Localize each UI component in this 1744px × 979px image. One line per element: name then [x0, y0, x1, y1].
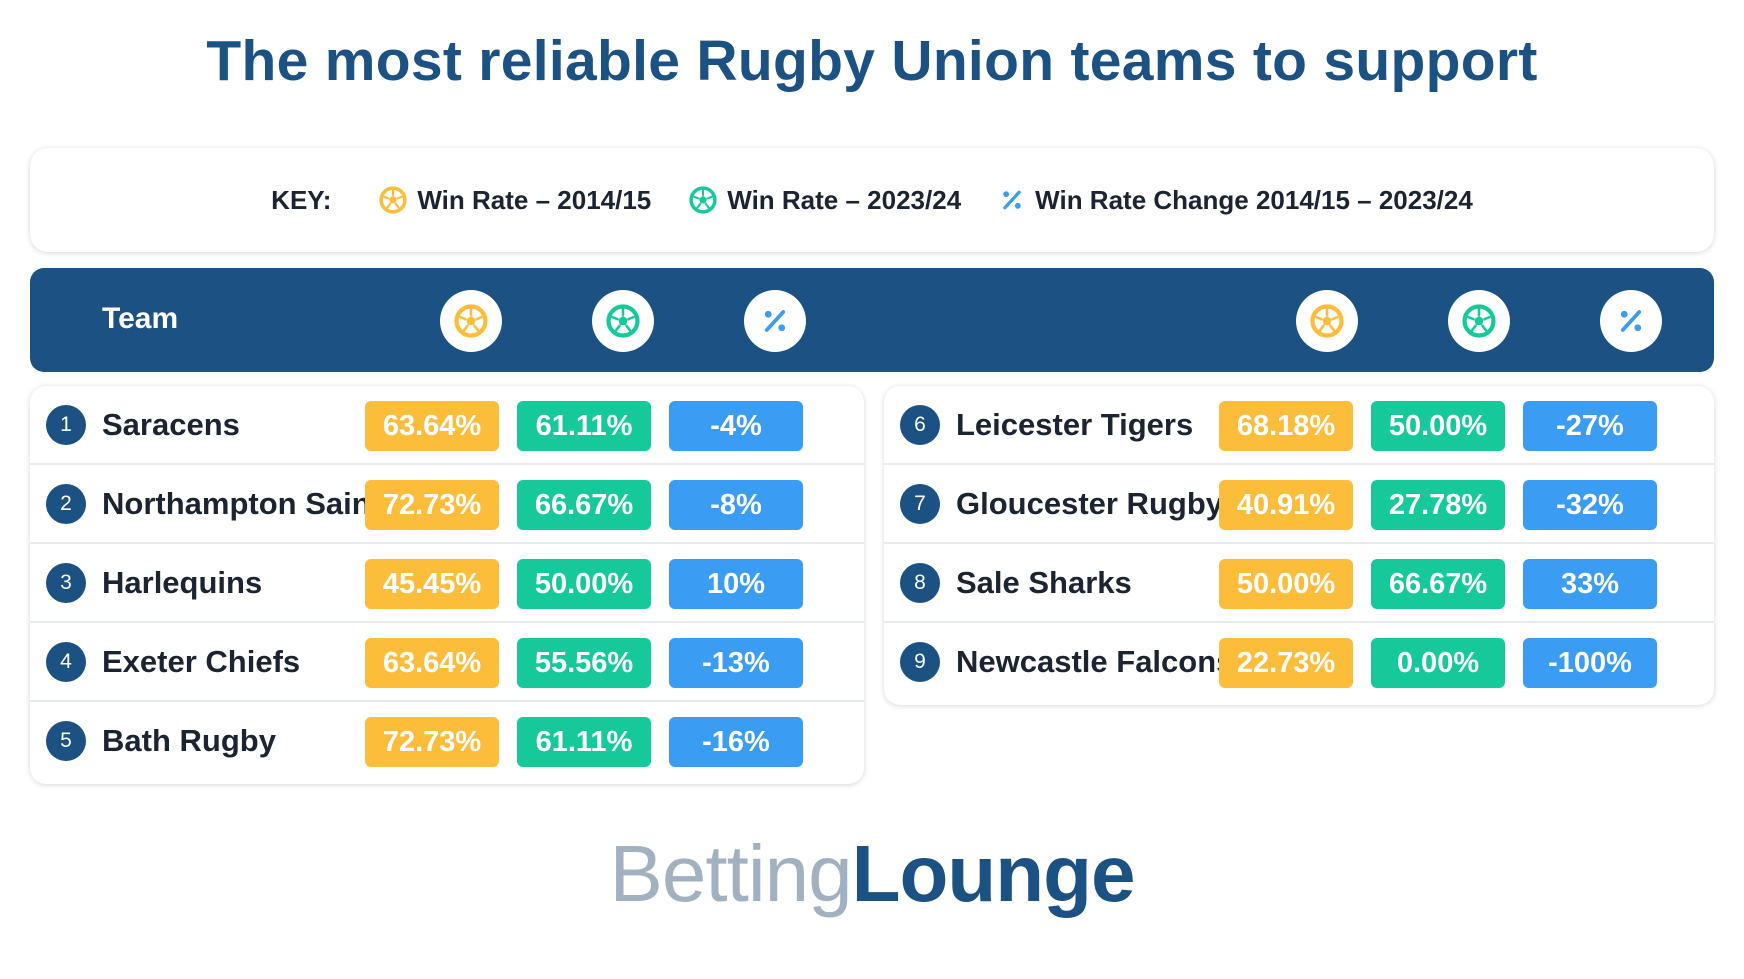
win-rate-2014-value: 63.64%	[365, 638, 499, 688]
rank-badge: 6	[900, 405, 940, 445]
win-rate-2014-value: 72.73%	[365, 717, 499, 767]
team-name: Bath Rugby	[102, 723, 276, 758]
table-panel-left: 1 Saracens 63.64% 61.11% -4% 2 Northampton Sai…	[30, 386, 864, 784]
legend: KEY: Win Rate – 2014/15 Win Rate – 2023/…	[30, 148, 1714, 252]
column-header-win-rate-2014	[440, 290, 502, 352]
yellow-football-icon	[1310, 304, 1344, 338]
column-header-win-rate-2023	[592, 290, 654, 352]
team-name: Northampton Saints	[102, 486, 399, 521]
table-row: 2 Northampton Saints 72.73% 66.67% -8%	[30, 465, 864, 544]
win-rate-2014-value: 40.91%	[1219, 480, 1353, 530]
brand-logo: BettingLounge	[0, 828, 1744, 920]
win-rate-2023-value: 66.67%	[517, 480, 651, 530]
legend-item-win-rate-2023: Win Rate – 2023/24	[689, 185, 961, 216]
team-name: Leicester Tigers	[956, 407, 1194, 442]
win-rate-2023-value: 0.00%	[1371, 638, 1505, 688]
rank-badge: 2	[46, 484, 86, 524]
team-name: Sale Sharks	[956, 565, 1132, 600]
table-row: 8 Sale Sharks 50.00% 66.67% 33%	[884, 544, 1714, 623]
yellow-football-icon	[379, 186, 408, 214]
green-football-icon	[606, 304, 640, 338]
legend-item-win-rate-change: Win Rate Change 2014/15 – 2023/24	[999, 185, 1473, 216]
win-rate-2014-value: 72.73%	[365, 480, 499, 530]
percent-icon	[999, 187, 1025, 213]
legend-item-label: Win Rate Change 2014/15 – 2023/24	[1035, 184, 1473, 215]
percent-icon	[1616, 306, 1646, 336]
page-title: The most reliable Rugby Union teams to s…	[206, 29, 1538, 93]
rank-badge: 1	[46, 405, 86, 445]
logo-text-betting: Betting	[609, 829, 853, 918]
win-rate-change-value: -4%	[669, 401, 803, 451]
rank-badge: 5	[46, 721, 86, 761]
win-rate-2014-value: 68.18%	[1219, 401, 1353, 451]
legend-item-label: Win Rate – 2014/15	[417, 184, 652, 215]
legend-item-label: Win Rate – 2023/24	[727, 184, 962, 215]
logo-text-lounge: Lounge	[851, 829, 1136, 918]
rank-badge: 3	[46, 563, 86, 603]
team-name: Harlequins	[102, 565, 263, 600]
table-row: 3 Harlequins 45.45% 50.00% 10%	[30, 544, 864, 623]
table-panel-right: 6 Leicester Tigers 68.18% 50.00% -27% 7 Glouce…	[884, 386, 1714, 705]
rank-badge: 8	[900, 563, 940, 603]
table-row: 7 Gloucester Rugby 40.91% 27.78% -32%	[884, 465, 1714, 544]
win-rate-change-value: -32%	[1523, 480, 1657, 530]
win-rate-2014-value: 45.45%	[365, 559, 499, 609]
column-header-change	[1600, 290, 1662, 352]
win-rate-2023-value: 55.56%	[517, 638, 651, 688]
green-football-icon	[689, 186, 717, 214]
percent-icon	[760, 306, 790, 336]
legend-label: KEY:	[271, 184, 332, 215]
legend-item-win-rate-2014: Win Rate – 2014/15	[379, 185, 651, 216]
table-row: 5 Bath Rugby 72.73% 61.11% -16%	[30, 702, 864, 781]
column-header-team: Team	[102, 302, 179, 335]
win-rate-2014-value: 22.73%	[1219, 638, 1353, 688]
team-name: Exeter Chiefs	[102, 644, 301, 679]
win-rate-change-value: 10%	[669, 559, 803, 609]
win-rate-change-value: -8%	[669, 480, 803, 530]
win-rate-2023-value: 50.00%	[1371, 401, 1505, 451]
win-rate-change-value: 33%	[1523, 559, 1657, 609]
table-row: 1 Saracens 63.64% 61.11% -4%	[30, 386, 864, 465]
rank-badge: 4	[46, 642, 86, 682]
win-rate-change-value: -16%	[669, 717, 803, 767]
win-rate-change-value: -100%	[1523, 638, 1657, 688]
team-name: Saracens	[102, 407, 240, 442]
table-row: 9 Newcastle Falcons 22.73% 0.00% -100%	[884, 623, 1714, 702]
column-header-win-rate-2014	[1296, 290, 1358, 352]
table-row: 6 Leicester Tigers 68.18% 50.00% -27%	[884, 386, 1714, 465]
column-header-change	[744, 290, 806, 352]
table-row: 4 Exeter Chiefs 63.64% 55.56% -13%	[30, 623, 864, 702]
win-rate-2023-value: 66.67%	[1371, 559, 1505, 609]
win-rate-2023-value: 50.00%	[517, 559, 651, 609]
team-name: Gloucester Rugby	[956, 486, 1223, 521]
yellow-football-icon	[454, 304, 488, 338]
table-header: Team	[30, 268, 1714, 372]
win-rate-2023-value: 27.78%	[1371, 480, 1505, 530]
win-rate-2014-value: 63.64%	[365, 401, 499, 451]
win-rate-2023-value: 61.11%	[517, 401, 651, 451]
win-rate-change-value: -13%	[669, 638, 803, 688]
win-rate-2014-value: 50.00%	[1219, 559, 1353, 609]
win-rate-change-value: -27%	[1523, 401, 1657, 451]
team-name: Newcastle Falcons	[956, 644, 1234, 679]
column-header-win-rate-2023	[1448, 290, 1510, 352]
win-rate-2023-value: 61.11%	[517, 717, 651, 767]
green-football-icon	[1462, 304, 1496, 338]
rank-badge: 7	[900, 484, 940, 524]
rank-badge: 9	[900, 642, 940, 682]
